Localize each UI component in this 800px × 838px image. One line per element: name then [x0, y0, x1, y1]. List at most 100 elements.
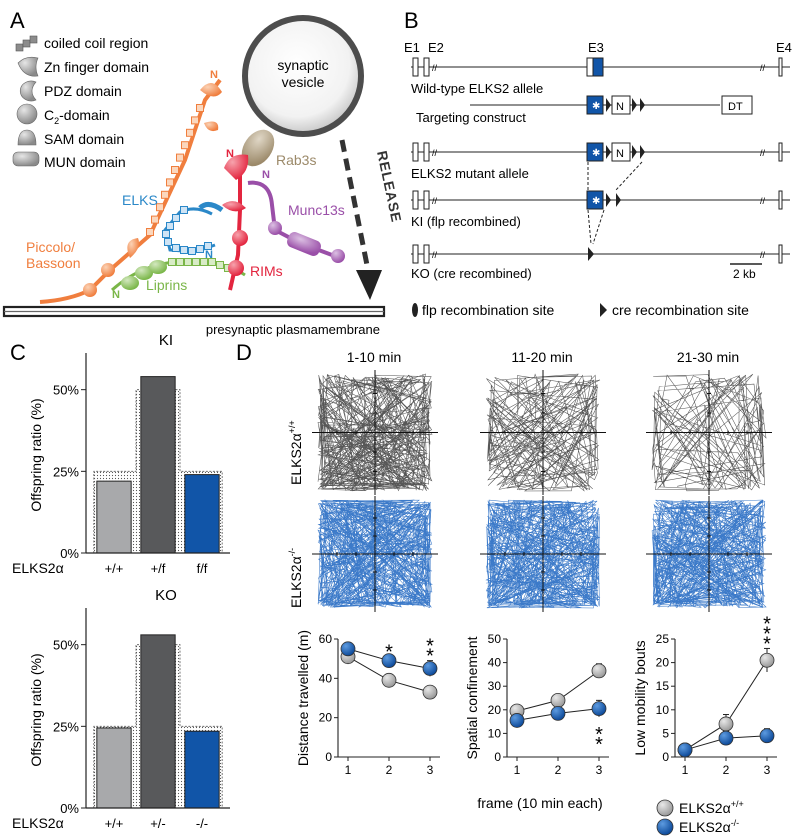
svg-text://: //: [760, 196, 766, 206]
data-point: [677, 742, 693, 758]
ki-allele-label: KI (flp recombined): [411, 214, 521, 229]
coiled-coil-square: [168, 258, 176, 266]
x-tick-label: 2: [386, 763, 393, 777]
y-tick-label: 50%: [53, 383, 79, 398]
track-arena: [312, 496, 438, 612]
significance-mark: *: [763, 623, 771, 645]
data-point: [759, 728, 775, 744]
panel-d: D 1-10 min 11-20 min 21-30 min ELKS2α+/+…: [236, 340, 777, 836]
wild-type-allele-label: Wild-type ELKS2 allele: [411, 81, 543, 96]
svg-text:✱: ✱: [592, 101, 600, 112]
data-point: [340, 641, 356, 657]
data-point: [550, 705, 566, 721]
y-tick-label: 10: [656, 703, 670, 717]
membrane-label: presynaptic plasmamembrane: [206, 322, 380, 337]
panel-c-letter: C: [10, 340, 26, 365]
svg-text:✱: ✱: [592, 196, 600, 207]
coiled-coil-square: [151, 215, 159, 224]
coiled-coil-square: [200, 258, 208, 266]
legend-c2-label: C2-domain: [44, 107, 110, 126]
dt-cassette-label: DT: [728, 101, 743, 113]
svg-text://: //: [432, 148, 438, 158]
track-path: [317, 373, 433, 492]
mutant-allele: // ✱ //: [411, 142, 790, 162]
piccolo-label-1: Piccolo/: [26, 239, 75, 255]
rab3-label: Rab3s: [276, 152, 316, 168]
x-tick-label: 3: [427, 763, 434, 777]
coiled-coil-square: [181, 141, 189, 150]
data-point: [550, 692, 566, 708]
data-point: [422, 661, 438, 676]
x-tick-label: 2: [723, 763, 730, 777]
mutant-neo-label: N: [616, 148, 624, 160]
legend-sam-label: SAM domain: [44, 131, 124, 147]
frame-label-3: 21-30 min: [677, 349, 739, 365]
y-axis-label: Offspring ratio (%): [28, 398, 44, 511]
y-tick-label: 0: [325, 750, 332, 764]
y-tick-label: 20: [656, 656, 670, 670]
legend-ko-label: ELKS2α-/-: [679, 818, 739, 835]
x-tick-label: 1: [345, 763, 352, 777]
significance-mark: *: [426, 646, 434, 668]
panel-a-letter: A: [10, 8, 25, 33]
coiled-coil-square: [166, 222, 174, 230]
track-arena: [480, 370, 606, 495]
significance-mark: *: [385, 642, 393, 664]
elks-label: ELKS: [122, 192, 158, 208]
data-point: [718, 716, 734, 732]
exon-label-e4: E4: [776, 40, 792, 55]
bar: [184, 730, 220, 809]
coiled-coil-square: [146, 228, 154, 236]
coiled-coil-square: [171, 166, 179, 174]
coiled-coil-square: [208, 258, 216, 266]
data-point: [509, 713, 525, 728]
coiled-coil-square: [180, 246, 188, 254]
y-tick-label: 25%: [53, 719, 79, 734]
coiled-coil-square: [191, 116, 199, 125]
exon-label-e3: E3: [588, 40, 604, 55]
genotype-row-label-wt: ELKS2α+/+: [287, 420, 304, 485]
legend-coiled-coil-label: coiled coil region: [44, 35, 148, 51]
track-path: [651, 499, 767, 609]
liprins-label: Liprins: [146, 277, 187, 293]
significance-mark: *: [595, 734, 603, 756]
data-point: [591, 663, 607, 679]
scale-bar-label: 2 kb: [733, 267, 756, 281]
genotype-row-label-ko: ELKS2α-/-: [287, 548, 304, 608]
c2-icon: [16, 103, 38, 125]
track-path: [317, 499, 433, 609]
zn-finger-icon: [17, 56, 39, 77]
offspring-ki-chart: KI +/+ +/f f/f 0% 25% 50% Offspring ratio (%) EL…: [12, 332, 230, 576]
y-axis-label: Low mobility bouts: [632, 640, 648, 755]
svg-text:✱: ✱: [592, 148, 600, 159]
release-label: RELEASE: [374, 149, 405, 224]
legend-pdz-label: PDZ domain: [44, 83, 122, 99]
y-tick-label: 25: [656, 632, 670, 646]
category-tick-label: -/-: [196, 816, 208, 831]
coiled-coil-square: [176, 258, 184, 266]
panel-d-letter: D: [236, 340, 252, 365]
mutant-allele-label: ELKS2 mutant allele: [411, 166, 529, 181]
category-tick-label: +/+: [105, 561, 124, 576]
exon-label-e2: E2: [428, 40, 444, 55]
y-tick-label: 40: [319, 671, 333, 685]
release-arrow-shaft: [339, 139, 371, 271]
y-tick-label: 0%: [60, 801, 79, 816]
genotype-legend: ELKS2α+/+ ELKS2α-/-: [656, 799, 744, 836]
piccolo-bassoon: [39, 78, 222, 304]
data-point: [591, 701, 607, 717]
category-tick-label: +/f: [151, 561, 166, 576]
cre-legend-label: cre recombination site: [612, 302, 749, 318]
coiled-coil-square: [196, 104, 204, 112]
significance-mark: *: [595, 724, 603, 746]
flp-legend-label: flp recombination site: [422, 302, 555, 318]
track-arena: [646, 370, 772, 495]
synaptic-vesicle: [242, 15, 364, 137]
cre-site-icon: [600, 303, 607, 317]
x-tick-label: 3: [764, 763, 771, 777]
sam-icon: [17, 129, 37, 146]
offspring-ko-chart: KO +/+ +/- -/- 0% 25% 50% Offspring ratio (%) EL…: [12, 587, 230, 831]
genotype-axis-label: ELKS2α: [12, 560, 64, 576]
